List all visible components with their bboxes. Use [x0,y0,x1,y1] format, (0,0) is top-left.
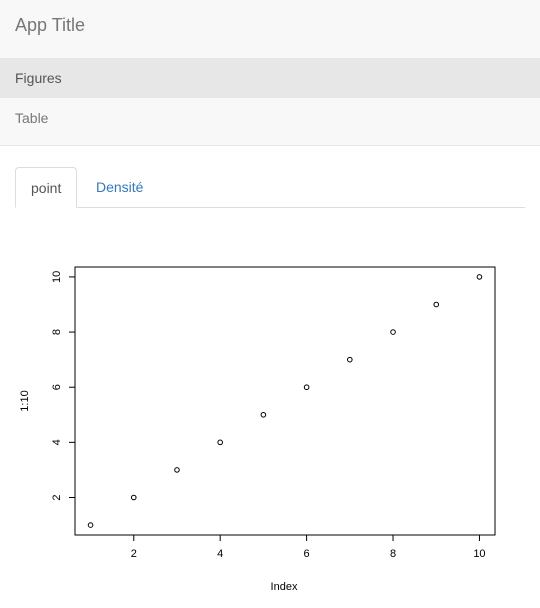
scatter-plot: 2 4 6 8 10 2 4 6 8 10 Index 1:10 [19,266,496,593]
nav-item-table[interactable]: Table [15,110,49,126]
data-point [174,467,180,473]
x-axis: 2 4 6 8 10 [131,534,486,560]
tab-densite[interactable]: Densité [96,179,144,195]
data-point [303,384,310,391]
app-title[interactable]: App Title [15,15,86,35]
data-point [476,274,483,280]
data-point [130,494,137,501]
tab-bar: point Densité [15,167,525,208]
data-point [260,411,267,418]
data-point [433,301,440,308]
x-axis-label: Index [271,581,298,593]
x-tick-label: 2 [131,548,137,560]
x-tick-label: 8 [390,548,396,560]
x-tick-label: 4 [217,548,223,560]
navbar: App Title Figures Table [0,0,540,146]
tab-point[interactable]: point [15,167,78,208]
nav-item-figures[interactable]: Figures [0,58,540,98]
y-tick-label: 2 [51,494,63,500]
data-points [87,274,483,528]
data-point [217,439,223,446]
data-point [347,356,353,363]
plot-frame [74,266,496,536]
y-tick-label: 8 [51,329,63,335]
y-tick-label: 10 [51,271,63,283]
y-tick-label: 4 [51,439,63,445]
x-tick-label: 10 [473,548,485,560]
x-tick-label: 6 [304,548,310,560]
y-axis-label: 1:10 [19,390,31,411]
data-point [87,522,94,528]
y-tick-label: 6 [51,384,63,390]
y-axis: 2 4 6 8 10 [51,271,76,501]
data-point [390,329,396,335]
